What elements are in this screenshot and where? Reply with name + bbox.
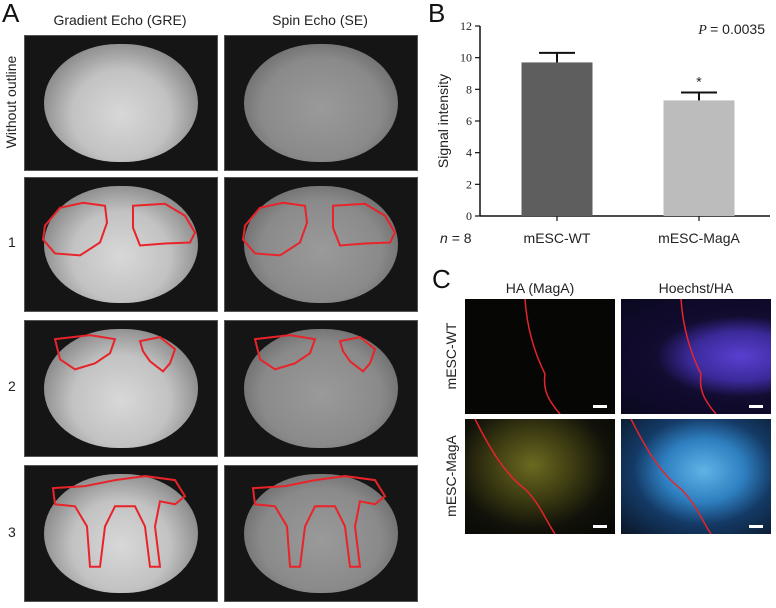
mri-image-se-row-3: [224, 465, 418, 602]
y-axis-label: Signal intensity: [435, 74, 451, 168]
roi-outline: [338, 336, 377, 373]
row-label-3: 3: [8, 524, 16, 540]
roi-outline: [253, 334, 317, 371]
image-maga-ha: [465, 419, 615, 534]
brain-section: [244, 474, 398, 593]
scale-bar: [749, 525, 763, 528]
mri-image-se-row-1: [224, 177, 418, 312]
scale-bar: [749, 405, 763, 408]
sample-size: n = 8: [440, 230, 472, 246]
brain-section: [244, 329, 398, 448]
roi-outline: [332, 202, 397, 247]
column-title-ha: HA (MagA): [505, 280, 575, 296]
column-title-hoechst: Hoechst/HA: [658, 280, 734, 296]
row-label-1: 1: [8, 234, 16, 250]
bar-chart: 0 2 4 6 8 10 12 Signal intensity mESC-WT mESC-Mag…: [435, 19, 770, 246]
image-wt-ha: [465, 299, 615, 414]
roi-outline: [53, 334, 117, 371]
brain-section: [44, 329, 198, 448]
mri-image-se-row-2: [224, 320, 418, 457]
y-tick-label: 6: [466, 114, 472, 128]
column-title-se: Spin Echo (SE): [272, 12, 368, 28]
scale-bar: [593, 525, 607, 528]
image-maga-hoechst-ha: [621, 419, 771, 534]
y-tick-label: 2: [466, 177, 472, 191]
roi-outline: [241, 201, 309, 257]
row-label-mesc-wt: mESC-WT: [443, 322, 459, 390]
row-label-2: 2: [8, 378, 16, 394]
roi-outline: [51, 475, 187, 568]
image-wt-hoechst-ha: [621, 299, 771, 414]
y-tick-label: 4: [466, 146, 472, 160]
roi-outline: [41, 201, 109, 257]
panel-c-label: C: [432, 264, 451, 294]
mri-image-gre-row-3: [24, 465, 218, 602]
bar-mesc-wt: [521, 62, 593, 216]
p-value: P = 0.0035: [697, 21, 765, 38]
roi-outline: [132, 202, 197, 247]
y-tick-label: 8: [466, 82, 472, 96]
brain-section: [44, 44, 198, 162]
scale-bar: [593, 405, 607, 408]
row-label-mesc-maga: mESC-MagA: [443, 435, 459, 517]
roi-outline: [138, 336, 177, 373]
y-tick-label: 10: [460, 51, 472, 65]
bar-mesc-maga: [663, 100, 735, 216]
panel-b-label: B: [428, 0, 446, 28]
panel-a-label: A: [2, 0, 20, 28]
row-label-without-outline: Without outline: [3, 55, 19, 149]
brain-section: [244, 44, 398, 162]
y-tick-label: 0: [466, 209, 472, 223]
x-tick-label: mESC-WT: [524, 230, 591, 246]
roi-outline: [251, 475, 387, 568]
y-tick-label: 12: [460, 19, 472, 33]
mri-image-gre-row-2: [24, 320, 218, 457]
mri-image-gre-row-0: [24, 35, 218, 171]
mri-image-gre-row-1: [24, 177, 218, 312]
significance-marker: *: [696, 74, 702, 90]
x-tick-label: mESC-MagA: [658, 230, 740, 246]
brain-section: [44, 474, 198, 593]
mri-image-se-row-0: [224, 35, 418, 171]
column-title-gre: Gradient Echo (GRE): [53, 12, 187, 28]
